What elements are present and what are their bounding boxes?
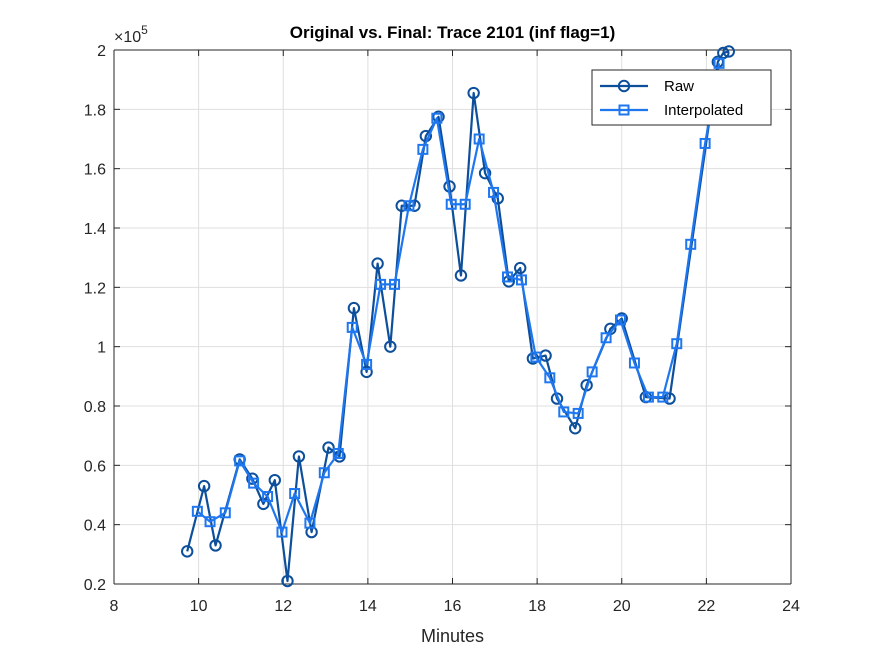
data-point-interpolated	[204, 516, 216, 528]
legend-box	[591, 69, 772, 126]
y-tick-label: 1.6	[84, 162, 106, 179]
data-point-raw	[514, 261, 527, 275]
data-point-interpolated	[375, 278, 387, 290]
data-point-interpolated	[713, 57, 725, 69]
x-tick-label: 12	[274, 598, 292, 615]
data-point-raw	[209, 539, 222, 552]
legend: Raw Interpolated	[591, 69, 772, 126]
data-point-raw	[371, 257, 384, 270]
data-point-interpolated	[600, 332, 612, 344]
data-point-raw	[292, 450, 306, 463]
data-point-raw	[478, 166, 492, 180]
data-point-interpolated	[389, 278, 401, 290]
data-series	[181, 45, 736, 588]
axes	[113, 49, 792, 585]
y-exponent-power: 5	[141, 23, 148, 37]
data-point-interpolated	[361, 358, 373, 370]
data-point-interpolated	[248, 477, 260, 489]
legend-label-raw: Raw	[664, 78, 694, 95]
x-tick-label: 8	[110, 598, 119, 615]
y-axis-exponent: ×105	[114, 23, 148, 46]
data-point-raw	[722, 45, 736, 58]
tick-labels: 8 10 12 14 16 18 20 22 24 0.2 0.4 0.6 0.8 1 1.2 1.4 1.6 1…	[84, 43, 800, 615]
legend-entry-raw: Raw	[600, 78, 694, 95]
x-tick-label: 10	[190, 598, 208, 615]
data-point-raw	[281, 574, 294, 588]
series-interpolated	[191, 57, 725, 538]
x-tick-label: 18	[528, 598, 546, 615]
legend-label-interpolated: Interpolated	[664, 102, 743, 119]
data-point-interpolated	[572, 407, 584, 419]
data-point-raw	[347, 301, 361, 315]
data-point-interpolated	[445, 198, 457, 210]
chart-title: Original vs. Final: Trace 2101 (inf flag…	[290, 23, 615, 42]
data-point-interpolated	[304, 517, 316, 529]
data-point-interpolated	[459, 198, 471, 210]
data-point-interpolated	[346, 321, 358, 333]
data-point-interpolated	[530, 351, 542, 363]
y-tick-label: 0.4	[84, 518, 106, 535]
data-point-interpolated	[699, 137, 711, 149]
data-point-raw	[395, 199, 408, 212]
data-point-interpolated	[431, 112, 443, 124]
data-point-interpolated	[262, 490, 274, 502]
x-axis-label: Minutes	[421, 626, 484, 646]
legend-marker-raw-circle	[617, 79, 631, 93]
data-point-interpolated	[657, 391, 669, 403]
legend-entry-interpolated: Interpolated	[600, 102, 743, 119]
y-tick-label: 1.8	[84, 102, 106, 119]
data-point-raw	[268, 473, 281, 487]
x-tick-label: 20	[613, 598, 631, 615]
y-exponent-base: ×10	[114, 29, 141, 46]
data-point-raw	[467, 86, 480, 100]
data-point-interpolated	[403, 200, 415, 212]
data-point-interpolated	[488, 186, 500, 198]
data-point-interpolated	[642, 391, 654, 403]
data-point-interpolated	[276, 526, 288, 538]
x-tick-label: 14	[359, 598, 377, 615]
data-point-raw	[454, 269, 468, 282]
data-point-interpolated	[586, 366, 598, 378]
data-point-interpolated	[191, 505, 203, 517]
y-tick-label: 2	[97, 43, 106, 60]
y-tick-label: 0.8	[84, 399, 106, 416]
series-line-interpolated	[196, 63, 721, 534]
data-point-interpolated	[614, 314, 626, 326]
data-point-raw	[663, 392, 676, 405]
x-tick-label: 22	[697, 598, 715, 615]
data-point-interpolated	[544, 372, 556, 384]
y-tick-label: 1.4	[84, 221, 106, 238]
data-point-raw	[569, 422, 582, 435]
data-point-raw	[181, 545, 194, 558]
data-point-interpolated	[502, 271, 514, 283]
data-point-raw	[384, 340, 397, 353]
data-point-interpolated	[671, 338, 683, 350]
y-tick-label: 0.6	[84, 458, 106, 475]
data-point-interpolated	[558, 406, 570, 418]
data-point-interpolated	[685, 238, 697, 250]
data-point-interpolated	[417, 143, 429, 155]
data-point-interpolated	[219, 507, 231, 519]
data-point-interpolated	[332, 447, 344, 459]
y-tick-label: 0.2	[84, 577, 106, 594]
data-point-raw	[197, 479, 211, 493]
legend-marker-interpolated-square	[618, 104, 630, 116]
data-point-interpolated	[473, 133, 485, 145]
data-point-interpolated	[628, 357, 640, 369]
data-point-raw	[360, 365, 373, 379]
x-tick-label: 16	[444, 598, 462, 615]
y-tick-label: 1	[97, 340, 106, 357]
data-point-interpolated	[515, 274, 527, 286]
data-point-raw	[322, 441, 335, 454]
data-point-interpolated	[318, 467, 330, 479]
data-point-interpolated	[289, 488, 301, 500]
x-tick-label: 24	[782, 598, 800, 615]
data-point-interpolated	[234, 455, 246, 467]
y-tick-label: 1.2	[84, 280, 106, 297]
